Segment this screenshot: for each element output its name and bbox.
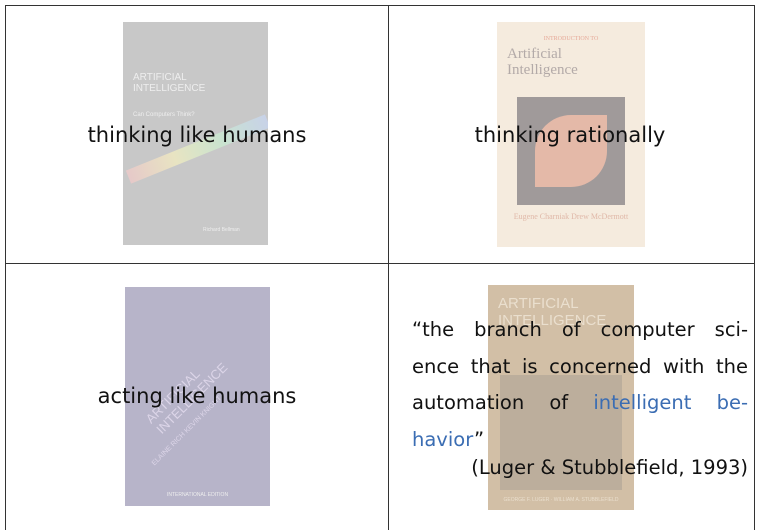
quote-line: “the branch of computer sci-: [412, 312, 748, 349]
quote-text: ”: [474, 427, 485, 451]
cover-title: ARTIFICIAL INTELLIGENCE: [133, 72, 206, 94]
cover-subtitle: INTRODUCTION TO: [543, 36, 599, 42]
book-cover: ARTIFICIAL INTELLIGENCE GEORGE F. LUGER …: [488, 285, 634, 510]
quote-line: ence that is concerned with the: [412, 349, 748, 386]
border: [754, 5, 755, 530]
quote-text: ence that is concerned with the: [412, 354, 748, 378]
cell-label: thinking like humans: [87, 123, 307, 147]
book-cover: ARTIFICIAL INTELLIGENCE Can Computers Th…: [123, 22, 268, 245]
cover-title: ARTIFICIAL INTELLIGENCE: [498, 295, 607, 329]
book-cover: ARTIFICIAL INTELLIGENCE ELAINE RICH KEVI…: [125, 287, 270, 506]
border: [5, 263, 754, 264]
cover-title: Artificial Intelligence: [507, 46, 578, 78]
border: [388, 5, 389, 530]
cell-label: acting like humans: [97, 384, 297, 408]
cover-author: Eugene Charniak Drew McDermott: [513, 212, 629, 221]
cover-author: Richard Bellman: [203, 227, 240, 233]
cover-subtitle: Can Computers Think?: [133, 112, 195, 118]
link-text[interactable]: intelligent be-: [593, 391, 748, 414]
quote-text: “the branch of computer sci-: [412, 318, 748, 341]
book-cover: INTRODUCTION TO Artificial Intelligence …: [497, 22, 645, 247]
link-text[interactable]: havior: [412, 427, 475, 451]
border: [5, 5, 754, 6]
quote-line: automation of intelligent be-: [412, 385, 748, 422]
cover-edition: INTERNATIONAL EDITION: [166, 492, 229, 498]
cell-label: thinking rationally: [474, 123, 666, 147]
quote-line: havior”: [412, 422, 748, 459]
quote-text: automation of: [412, 391, 594, 414]
quote: “the branch of computer sci-ence that is…: [412, 312, 748, 458]
cover-author: GEORGE F. LUGER · WILLIAM A. STUBBLEFIEL…: [503, 497, 619, 503]
border: [5, 5, 6, 530]
citation: (Luger & Stubblefield, 1993): [471, 456, 748, 479]
